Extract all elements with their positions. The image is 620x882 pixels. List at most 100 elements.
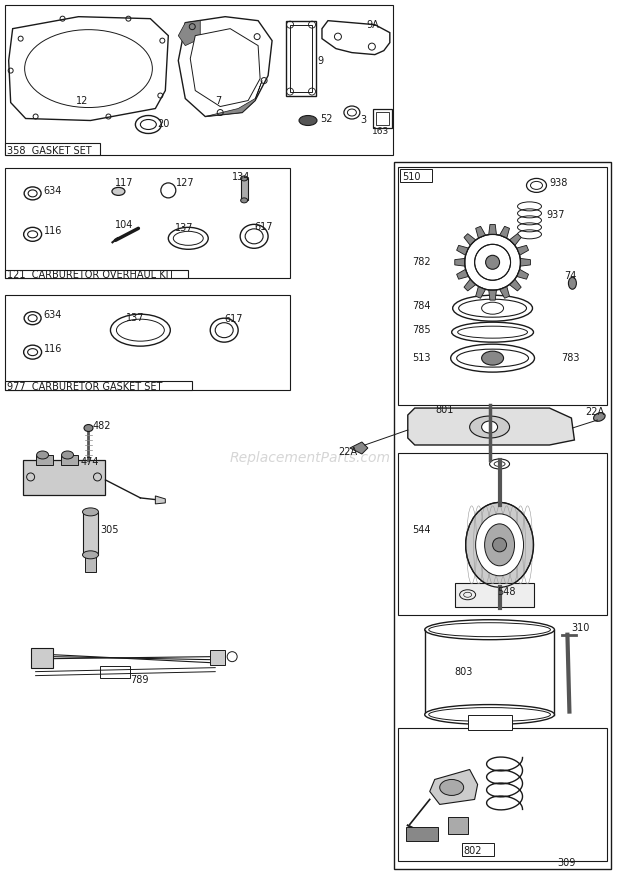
Text: 7: 7 bbox=[215, 95, 221, 106]
Bar bbox=[241, 178, 248, 200]
Text: 617: 617 bbox=[254, 222, 273, 232]
Ellipse shape bbox=[84, 424, 93, 431]
Polygon shape bbox=[156, 496, 166, 504]
Text: 305: 305 bbox=[100, 525, 119, 534]
Polygon shape bbox=[190, 28, 260, 107]
Bar bbox=[394, 162, 611, 870]
Bar bbox=[5, 295, 290, 390]
Text: 309: 309 bbox=[557, 858, 576, 869]
Ellipse shape bbox=[593, 413, 605, 422]
Bar bbox=[5, 381, 192, 390]
Ellipse shape bbox=[569, 277, 577, 289]
Text: 482: 482 bbox=[92, 421, 111, 431]
Ellipse shape bbox=[482, 351, 503, 365]
Text: 22A: 22A bbox=[338, 447, 357, 457]
Text: 117: 117 bbox=[115, 178, 134, 189]
Text: 783: 783 bbox=[562, 353, 580, 363]
Text: 510: 510 bbox=[402, 172, 420, 183]
Polygon shape bbox=[520, 258, 531, 266]
Ellipse shape bbox=[37, 451, 48, 459]
Text: 617: 617 bbox=[224, 314, 242, 325]
Bar bbox=[35, 455, 53, 465]
Polygon shape bbox=[464, 279, 476, 291]
Text: 474: 474 bbox=[81, 457, 99, 467]
Text: 12: 12 bbox=[76, 95, 88, 106]
Polygon shape bbox=[489, 290, 497, 300]
Bar bbox=[286, 20, 316, 95]
Bar bbox=[400, 169, 432, 183]
Text: 52: 52 bbox=[320, 114, 332, 123]
Text: 789: 789 bbox=[130, 675, 149, 684]
Text: 548: 548 bbox=[498, 587, 516, 597]
Polygon shape bbox=[476, 227, 485, 238]
Text: 310: 310 bbox=[572, 623, 590, 632]
Text: 22A: 22A bbox=[585, 407, 604, 417]
Ellipse shape bbox=[476, 514, 523, 576]
Text: 784: 784 bbox=[412, 302, 430, 311]
Text: 544: 544 bbox=[412, 525, 430, 534]
Polygon shape bbox=[464, 234, 476, 245]
Polygon shape bbox=[500, 227, 510, 238]
Bar bbox=[398, 728, 608, 862]
Polygon shape bbox=[489, 224, 497, 235]
Ellipse shape bbox=[241, 198, 247, 203]
Ellipse shape bbox=[482, 421, 498, 433]
Ellipse shape bbox=[464, 235, 521, 290]
Text: 358  GASKET SET: 358 GASKET SET bbox=[7, 146, 91, 156]
Ellipse shape bbox=[82, 508, 99, 516]
Ellipse shape bbox=[475, 244, 510, 280]
Text: 20: 20 bbox=[157, 119, 170, 130]
Text: 121  CARBURETOR OVERHAUL KIT: 121 CARBURETOR OVERHAUL KIT bbox=[7, 270, 174, 280]
Text: 127: 127 bbox=[176, 178, 195, 189]
Text: ReplacementParts.com: ReplacementParts.com bbox=[229, 451, 391, 465]
Text: 513: 513 bbox=[412, 353, 430, 363]
Bar bbox=[61, 455, 78, 465]
Ellipse shape bbox=[485, 255, 500, 269]
Text: 134: 134 bbox=[232, 172, 250, 183]
Text: 782: 782 bbox=[412, 258, 430, 267]
Bar bbox=[210, 650, 225, 665]
Polygon shape bbox=[476, 287, 485, 298]
Bar bbox=[82, 512, 99, 555]
Bar bbox=[290, 25, 312, 92]
Polygon shape bbox=[205, 80, 262, 116]
Bar bbox=[84, 555, 97, 572]
Ellipse shape bbox=[493, 538, 507, 552]
Polygon shape bbox=[516, 245, 528, 255]
Bar bbox=[100, 666, 130, 677]
Polygon shape bbox=[516, 269, 528, 280]
Text: 634: 634 bbox=[43, 186, 62, 197]
Bar bbox=[5, 144, 100, 155]
Ellipse shape bbox=[112, 187, 125, 196]
Text: 634: 634 bbox=[43, 310, 62, 320]
Text: 785: 785 bbox=[412, 325, 430, 335]
Polygon shape bbox=[500, 287, 510, 298]
Bar bbox=[23, 460, 105, 495]
Text: 801: 801 bbox=[436, 405, 454, 415]
Ellipse shape bbox=[466, 503, 533, 587]
Bar bbox=[398, 168, 608, 405]
Polygon shape bbox=[430, 769, 477, 804]
Text: 977  CARBURETOR GASKET SET: 977 CARBURETOR GASKET SET bbox=[7, 382, 162, 392]
Text: 802: 802 bbox=[464, 847, 482, 856]
Polygon shape bbox=[457, 245, 469, 255]
Bar bbox=[462, 843, 494, 856]
Text: 9: 9 bbox=[317, 56, 323, 65]
Text: 938: 938 bbox=[549, 178, 568, 189]
Text: 9A: 9A bbox=[367, 19, 379, 30]
Ellipse shape bbox=[61, 451, 74, 459]
Text: 3: 3 bbox=[360, 115, 366, 124]
Polygon shape bbox=[510, 234, 521, 245]
Bar bbox=[398, 453, 608, 615]
Bar bbox=[376, 111, 389, 125]
Bar bbox=[5, 270, 188, 278]
Ellipse shape bbox=[440, 780, 464, 796]
Polygon shape bbox=[510, 279, 521, 291]
Bar bbox=[448, 818, 467, 834]
Ellipse shape bbox=[241, 176, 247, 181]
Ellipse shape bbox=[299, 116, 317, 125]
Bar bbox=[467, 714, 512, 729]
Text: 104: 104 bbox=[115, 220, 134, 230]
Polygon shape bbox=[408, 408, 574, 445]
Bar bbox=[30, 647, 53, 668]
